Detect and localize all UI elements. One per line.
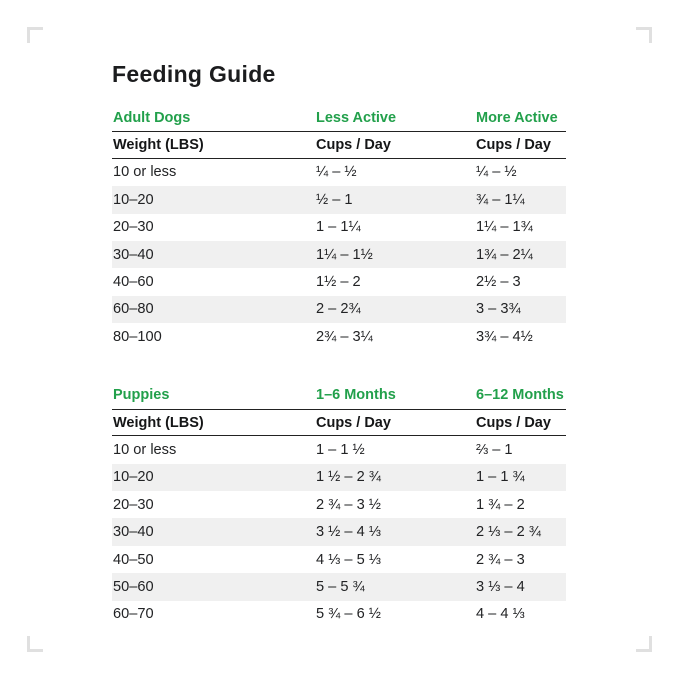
weight-range-cell: 40–60 bbox=[113, 274, 154, 291]
section-label-puppies: Puppies bbox=[113, 387, 170, 404]
weight-range-cell: 10–20 bbox=[113, 191, 154, 208]
column-header-cups-day: Cups / Day bbox=[316, 137, 391, 154]
section-label-adult-dogs: Adult Dogs bbox=[113, 109, 191, 126]
cups-per-day-cell: ¾ – 1¼ bbox=[476, 191, 525, 208]
table-row: 10 or less ¼ – ½ ¼ – ½ bbox=[112, 159, 566, 186]
cups-per-day-cell: 1 ¾ – 2 bbox=[476, 496, 525, 513]
adult-dogs-column-header: Weight (LBS) Cups / Day Cups / Day bbox=[112, 131, 566, 159]
cups-per-day-cell: 2 ⅓ – 2 ¾ bbox=[476, 524, 541, 541]
weight-range-cell: 10 or less bbox=[113, 164, 177, 181]
table-row: 80–100 2¾ – 3¼ 3¾ – 4½ bbox=[112, 323, 566, 350]
section-label-less-active: Less Active bbox=[316, 109, 397, 126]
cups-per-day-cell: 1 ½ – 2 ¾ bbox=[316, 469, 381, 486]
cups-per-day-cell: 1 – 1 ½ bbox=[316, 441, 365, 458]
cups-per-day-cell: 1¾ – 2¼ bbox=[476, 246, 533, 263]
cups-per-day-cell: ¼ – ½ bbox=[316, 164, 357, 181]
cups-per-day-cell: 2¾ – 3¼ bbox=[316, 328, 373, 345]
table-row: 10–20 ½ – 1 ¾ – 1¼ bbox=[112, 186, 566, 214]
cups-per-day-cell: ⅔ – 1 bbox=[476, 441, 513, 458]
cups-per-day-cell: 3 ⅓ – 4 bbox=[476, 578, 525, 595]
cups-per-day-cell: 1¼ – 1¾ bbox=[476, 219, 533, 236]
section-label-6-12-months: 6–12 Months bbox=[476, 387, 564, 404]
cups-per-day-cell: 4 – 4 ⅓ bbox=[476, 606, 525, 623]
adult-dogs-section-header: Adult Dogs Less Active More Active bbox=[112, 104, 566, 131]
table-row: 50–60 5 – 5 ¾ 3 ⅓ – 4 bbox=[112, 573, 566, 601]
cups-per-day-cell: ½ – 1 bbox=[316, 191, 353, 208]
cups-per-day-cell: 5 ¾ – 6 ½ bbox=[316, 606, 381, 623]
weight-range-cell: 10 or less bbox=[113, 441, 177, 458]
weight-range-cell: 40–50 bbox=[113, 551, 154, 568]
table-row: 30–40 1¼ – 1½ 1¾ – 2¼ bbox=[112, 240, 566, 269]
cups-per-day-cell: 3¾ – 4½ bbox=[476, 328, 533, 345]
cups-per-day-cell: 1¼ – 1½ bbox=[316, 246, 373, 263]
table-row: 20–30 2 ¾ – 3 ½ 1 ¾ – 2 bbox=[112, 491, 566, 518]
weight-range-cell: 20–30 bbox=[113, 496, 154, 513]
cups-per-day-cell: 4 ⅓ – 5 ⅓ bbox=[316, 551, 381, 568]
table-row: 10 or less 1 – 1 ½ ⅔ – 1 bbox=[112, 436, 566, 463]
column-header-cups-day: Cups / Day bbox=[316, 414, 391, 431]
weight-range-cell: 60–70 bbox=[113, 606, 154, 623]
cups-per-day-cell: 2 ¾ – 3 bbox=[476, 551, 525, 568]
corner-mark-top-left bbox=[27, 27, 43, 43]
feeding-guide-page: Feeding Guide Adult Dogs Less Active Mor… bbox=[112, 60, 566, 628]
cups-per-day-cell: 1 – 1 ¾ bbox=[476, 469, 525, 486]
table-row: 20–30 1 – 1¼ 1¼ – 1¾ bbox=[112, 214, 566, 241]
column-header-weight: Weight (LBS) bbox=[113, 137, 204, 154]
weight-range-cell: 10–20 bbox=[113, 469, 154, 486]
weight-range-cell: 60–80 bbox=[113, 301, 154, 318]
corner-mark-bottom-left bbox=[27, 636, 43, 652]
table-row: 40–60 1½ – 2 2½ – 3 bbox=[112, 268, 566, 295]
cups-per-day-cell: 3 ½ – 4 ⅓ bbox=[316, 524, 381, 541]
cups-per-day-cell: 1½ – 2 bbox=[316, 274, 361, 291]
column-header-weight: Weight (LBS) bbox=[113, 414, 204, 431]
table-row: 40–50 4 ⅓ – 5 ⅓ 2 ¾ – 3 bbox=[112, 546, 566, 573]
section-label-1-6-months: 1–6 Months bbox=[316, 387, 396, 404]
section-label-more-active: More Active bbox=[476, 109, 558, 126]
cups-per-day-cell: ¼ – ½ bbox=[476, 164, 517, 181]
table-row: 60–80 2 – 2¾ 3 – 3¾ bbox=[112, 295, 566, 324]
puppies-column-header: Weight (LBS) Cups / Day Cups / Day bbox=[112, 408, 566, 437]
table-row: 10–20 1 ½ – 2 ¾ 1 – 1 ¾ bbox=[112, 463, 566, 492]
cups-per-day-cell: 1 – 1¼ bbox=[316, 219, 361, 236]
table-row: 60–70 5 ¾ – 6 ½ 4 – 4 ⅓ bbox=[112, 601, 566, 628]
puppies-section-header: Puppies 1–6 Months 6–12 Months bbox=[112, 382, 566, 409]
corner-mark-top-right bbox=[636, 27, 652, 43]
column-header-cups-day: Cups / Day bbox=[476, 137, 551, 154]
weight-range-cell: 20–30 bbox=[113, 219, 154, 236]
page-title: Feeding Guide bbox=[112, 61, 276, 87]
cups-per-day-cell: 2 – 2¾ bbox=[316, 301, 361, 318]
weight-range-cell: 30–40 bbox=[113, 524, 154, 541]
weight-range-cell: 50–60 bbox=[113, 578, 154, 595]
cups-per-day-cell: 2 ¾ – 3 ½ bbox=[316, 496, 381, 513]
corner-mark-bottom-right bbox=[636, 636, 652, 652]
weight-range-cell: 30–40 bbox=[113, 246, 154, 263]
adult-dogs-table: Adult Dogs Less Active More Active Weigh… bbox=[112, 104, 566, 351]
cups-per-day-cell: 3 – 3¾ bbox=[476, 301, 521, 318]
puppies-table: Puppies 1–6 Months 6–12 Months Weight (L… bbox=[112, 382, 566, 629]
cups-per-day-cell: 5 – 5 ¾ bbox=[316, 578, 365, 595]
column-header-cups-day: Cups / Day bbox=[476, 414, 551, 431]
cups-per-day-cell: 2½ – 3 bbox=[476, 274, 521, 291]
table-row: 30–40 3 ½ – 4 ⅓ 2 ⅓ – 2 ¾ bbox=[112, 518, 566, 546]
weight-range-cell: 80–100 bbox=[113, 328, 162, 345]
